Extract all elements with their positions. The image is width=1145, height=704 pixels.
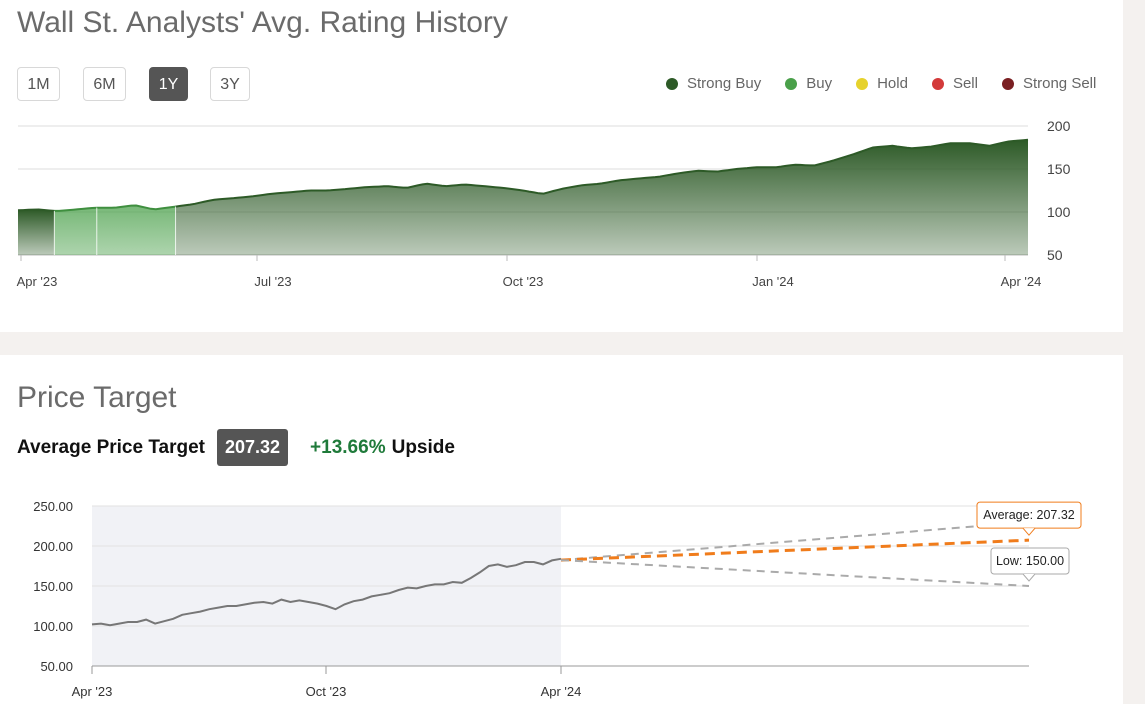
rating-band-area [54, 207, 97, 255]
rating-legend: Strong Buy Buy Hold Sell Strong Sell [666, 75, 1096, 92]
callout-low: Low: 150.00 [990, 547, 1070, 582]
rating-y-tick-label: 100 [1047, 204, 1071, 220]
average-price-target-label: Average Price Target [17, 436, 205, 458]
legend-hold-label: Hold [877, 75, 908, 92]
rating-band-line [54, 206, 97, 212]
rating-band-area [175, 139, 1028, 255]
rating-x-tick-label: Oct '23 [503, 274, 544, 289]
rating-band-line [96, 204, 176, 211]
rating-band-line [17, 208, 55, 212]
upside-label: Upside [391, 436, 455, 458]
rating-x-tick-label: Apr '23 [17, 274, 58, 289]
rating-band-area [96, 205, 176, 255]
target-y-tick-label: 200.00 [33, 539, 73, 554]
legend-strong-buy[interactable]: Strong Buy [666, 75, 761, 92]
projection-average-line [560, 538, 1030, 562]
target-y-tick-label: 150.00 [33, 579, 73, 594]
rating-y-tick-label: 200 [1047, 118, 1071, 134]
callout-label: Low: 150.00 [996, 554, 1064, 568]
average-price-target-value: 207.32 [216, 429, 289, 466]
legend-strong-sell[interactable]: Strong Sell [1001, 75, 1097, 92]
price-target-title: Price Target [17, 381, 177, 414]
price-history-line [91, 557, 562, 627]
legend-buy-label: Buy [806, 75, 833, 92]
legend-buy[interactable]: Buy [785, 75, 832, 92]
target-x-tick-label: Apr '23 [72, 684, 113, 699]
average-price-target-row: Average Price Target 207.32 +13.66% Upsi… [17, 429, 455, 466]
callout-label: Average: 207.32 [983, 508, 1075, 522]
upside-percent: +13.66% [310, 436, 386, 458]
callout-average: Average: 207.32 [976, 501, 1082, 536]
rating-x-tick-label: Jan '24 [752, 274, 794, 289]
rating-y-tick-label: 150 [1047, 161, 1071, 177]
strong-buy-dot-icon [666, 77, 678, 90]
legend-hold[interactable]: Hold [856, 75, 908, 92]
range-6m-button[interactable]: 6M [83, 67, 126, 101]
rating-x-tick-label: Apr '24 [1001, 274, 1042, 289]
rating-history-title: Wall St. Analysts' Avg. Rating History [17, 6, 508, 39]
target-x-tick-label: Oct '23 [306, 684, 347, 699]
legend-sell-label: Sell [952, 75, 978, 92]
rating-band-line [175, 138, 1029, 208]
rating-history-panel: Wall St. Analysts' Avg. Rating History 1… [0, 0, 1123, 332]
target-y-tick-label: 50.00 [40, 659, 73, 674]
sell-dot-icon [931, 77, 944, 90]
rating-history-chart: 200 150 100 50 Apr '23 Jul '23 Oct '23 Jan '24… [17, 118, 1071, 289]
strong-sell-dot-icon [1001, 77, 1014, 90]
target-x-tick-label: Apr '24 [541, 684, 582, 699]
callout-pointer [1022, 573, 1036, 582]
legend-strong-sell-label: Strong Sell [1022, 75, 1097, 92]
range-1y-button[interactable]: 1Y [149, 67, 188, 101]
rating-y-tick-label: 50 [1047, 247, 1063, 263]
callout-box [976, 501, 1082, 529]
range-3y-button[interactable]: 3Y [210, 67, 250, 101]
target-y-tick-label: 100.00 [33, 619, 73, 634]
projection-high-line [560, 521, 1030, 562]
price-target-chart: 250.00 200.00 150.00 100.00 50.00 Apr '23 Oct… [33, 499, 1082, 699]
legend-strong-buy-label: Strong Buy [687, 75, 762, 92]
target-y-tick-label: 250.00 [33, 499, 73, 514]
legend-sell[interactable]: Sell [931, 75, 978, 92]
buy-dot-icon [785, 77, 798, 90]
range-1m-button[interactable]: 1M [17, 67, 60, 101]
rating-band-area [18, 209, 55, 255]
callout-pointer [1022, 527, 1036, 536]
rating-x-tick-label: Jul '23 [254, 274, 291, 289]
hold-dot-icon [856, 77, 869, 90]
projection-low-line [560, 559, 1030, 587]
